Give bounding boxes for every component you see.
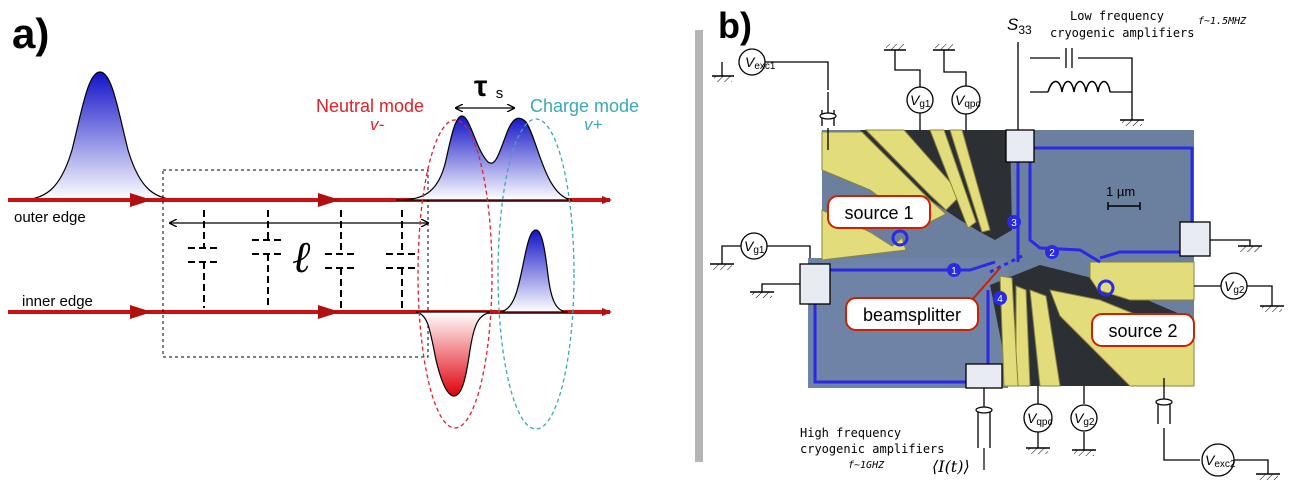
svg-text:beamsplitter: beamsplitter — [863, 305, 961, 325]
neutral-velocity: v- — [370, 115, 385, 134]
voltage-source-qpc-top: Vqpc — [951, 85, 981, 115]
path-marker-4: 4 — [993, 291, 1007, 305]
source2-callout: source 2 — [1091, 313, 1195, 347]
current-label: ⟨I(t)⟩ — [932, 457, 970, 476]
voltage-source-g1-left: Vg1 — [740, 232, 768, 260]
charge-velocity: v+ — [584, 115, 603, 134]
beamsplitter-callout: beamsplitter — [845, 267, 1001, 331]
neutral-packet-inner — [415, 311, 493, 397]
charge-packet-inner — [499, 229, 569, 313]
quantum-dot-source1 — [891, 229, 909, 247]
incoming-wavepacket — [17, 71, 183, 201]
svg-text:source 2: source 2 — [1108, 321, 1177, 341]
high-freq-f: f~1GHZ — [848, 460, 885, 471]
path-marker-3: 3 — [1007, 215, 1021, 229]
tau-subscript: s — [496, 85, 504, 102]
neutral-mode-ellipse — [417, 119, 493, 429]
capacitor-4 — [386, 210, 418, 308]
capacitor-2 — [252, 210, 284, 308]
ground-symbols — [710, 44, 1284, 480]
wiring — [721, 42, 1273, 461]
interaction-region — [162, 169, 429, 358]
voltage-source-qpc-bottom: Vqpc — [1023, 403, 1053, 433]
split-wavepacket — [395, 115, 573, 201]
panel-b: b) — [710, 5, 1284, 480]
quantum-dot-source2 — [1097, 279, 1115, 297]
ohmic-contacts — [799, 129, 1211, 389]
charge-mode-ellipse — [497, 118, 575, 430]
panel-a-label: a) — [12, 10, 49, 57]
voltage-source-g2-right: Vg2 — [1220, 272, 1248, 300]
voltage-source-g2-bottom: Vg2 — [1070, 404, 1098, 432]
neutral-mode-label: Neutral mode — [316, 96, 424, 116]
svg-text:Vqpc: Vqpc — [955, 92, 980, 110]
path-marker-1: 1 — [947, 263, 961, 277]
source1-callout: source 1 — [827, 195, 931, 229]
svg-text:2: 2 — [1049, 248, 1055, 259]
tau-symbol: τ — [474, 70, 487, 103]
s33-label: S33 — [1007, 15, 1032, 37]
svg-text:Vg1: Vg1 — [744, 238, 765, 256]
vexc2-ground-lead — [1234, 459, 1269, 474]
path-marker-2: 2 — [1045, 245, 1059, 259]
inner-edge-arrow-2 — [318, 305, 340, 319]
length-symbol: ℓ — [292, 232, 311, 283]
outer-edge-arrow-2 — [318, 193, 340, 207]
low-freq-line1: Low frequency — [1070, 9, 1164, 23]
scale-bar: 1 µm — [1106, 184, 1141, 210]
inner-edge-arrow-1 — [130, 305, 152, 319]
voltage-source-g1-top: Vg1 — [906, 86, 934, 114]
high-freq-line2: cryogenic amplifiers — [800, 442, 945, 456]
svg-text:Vexc2: Vexc2 — [1205, 452, 1236, 470]
inductor — [1047, 80, 1111, 93]
outer-edge-label: outer edge — [14, 209, 86, 226]
svg-text:Vg2: Vg2 — [1074, 410, 1095, 428]
panel-a: a) outer edge inner edge — [8, 10, 639, 430]
capacitor-3 — [325, 210, 357, 308]
ohmic-contact-right — [1179, 221, 1211, 257]
svg-text:3: 3 — [1011, 218, 1017, 229]
voltage-source-exc1: Vexc1 — [738, 48, 776, 76]
capacitor-coupling — [188, 210, 418, 308]
charge-mode-label: Charge mode — [530, 96, 639, 116]
inner-edge-label: inner edge — [22, 293, 93, 310]
panel-separator — [695, 30, 703, 462]
svg-text:Vqpc: Vqpc — [1027, 410, 1052, 428]
ohmic-contact-bottom — [965, 363, 1003, 389]
outer-edge-arrow-1 — [130, 193, 152, 207]
svg-text:source 1: source 1 — [844, 203, 913, 223]
ohmic-contact-top — [1005, 129, 1035, 163]
ohmic-contact-left — [799, 263, 831, 305]
capacitor-1 — [188, 210, 220, 308]
svg-text:Vg2: Vg2 — [1224, 278, 1245, 296]
svg-text:4: 4 — [997, 294, 1003, 305]
svg-text:1 µm: 1 µm — [1106, 184, 1135, 199]
svg-text:Vexc1: Vexc1 — [745, 54, 776, 72]
high-freq-line1: High frequency — [800, 426, 901, 440]
svg-text:1: 1 — [951, 266, 957, 277]
coax-connectors — [819, 112, 1173, 414]
low-freq-f: f~1.5MHZ — [1198, 16, 1247, 27]
low-freq-line2: cryogenic amplifiers — [1050, 26, 1195, 40]
beamsplitter-qpc-line — [989, 254, 1023, 274]
panel-b-label: b) — [718, 5, 752, 46]
voltage-source-exc2: Vexc2 — [1201, 443, 1236, 477]
tau-label: τ s — [474, 70, 503, 103]
svg-text:Vg1: Vg1 — [910, 92, 931, 110]
